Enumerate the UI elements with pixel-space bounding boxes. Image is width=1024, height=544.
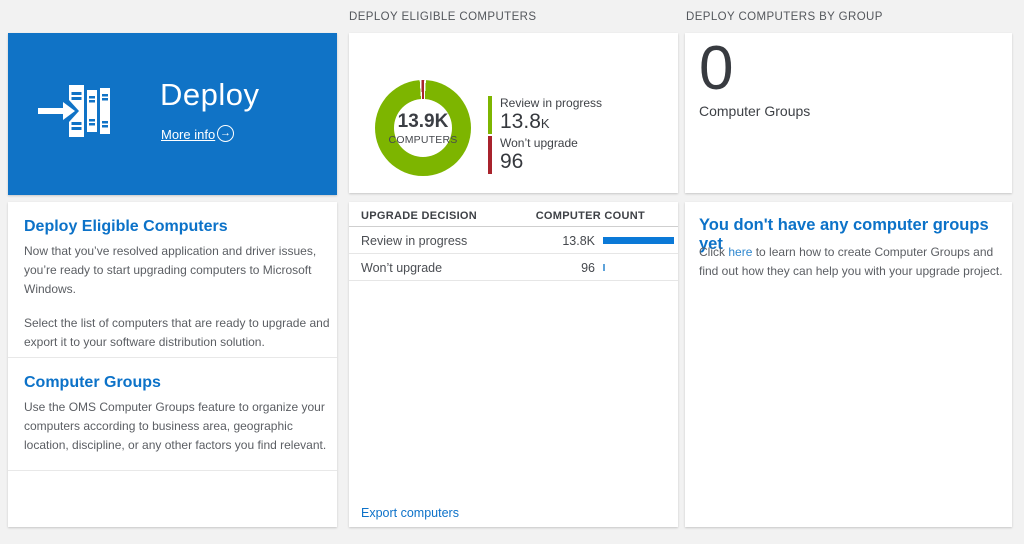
arrow-circle-icon[interactable]: → xyxy=(217,125,234,142)
donut-legend: Review in progress 13.8K Won’t upgrade 9… xyxy=(488,96,602,176)
legend-value: 13.8K xyxy=(500,110,550,133)
deploy-tile[interactable]: Deploy More info → xyxy=(8,33,337,195)
here-link[interactable]: here xyxy=(728,245,753,259)
deploy-icon xyxy=(38,85,110,137)
deploy-eligible-paragraph-2: Select the list of computers that are re… xyxy=(24,316,330,349)
tile-title: Deploy xyxy=(160,77,260,112)
legend-label: Won’t upgrade xyxy=(500,136,578,150)
legend-item-wont-upgrade: Won’t upgrade 96 xyxy=(488,136,602,174)
more-info-link[interactable]: More info xyxy=(161,127,216,142)
no-groups-heading: You don't have any computer groups yet xyxy=(699,216,989,253)
table-row-review-in-progress[interactable]: Review in progress 13.8K xyxy=(349,227,678,254)
computer-groups-paragraph: Use the OMS Computer Groups feature to o… xyxy=(24,400,327,452)
deploy-description-panel: Deploy Eligible Computers Now that you’v… xyxy=(8,202,337,527)
donut-chart[interactable] xyxy=(375,80,471,176)
computer-groups-count: 0 xyxy=(699,34,734,103)
computer-groups-count-card[interactable]: 0 Computer Groups xyxy=(685,33,1012,193)
section-header-deploy-eligible-computers: DEPLOY ELIGIBLE COMPUTERS xyxy=(349,11,537,23)
count-bar xyxy=(603,237,674,244)
column-header-upgrade-decision: UPGRADE DECISION xyxy=(361,210,478,222)
legend-label: Review in progress xyxy=(500,96,603,110)
upgrade-decision-table-card: UPGRADE DECISION COMPUTER COUNT Review i… xyxy=(349,202,678,527)
table-header-row: UPGRADE DECISION COMPUTER COUNT xyxy=(349,202,678,227)
computer-groups-info-card: You don't have any computer groups yet C… xyxy=(685,202,1012,527)
divider xyxy=(8,357,337,358)
table-row-wont-upgrade[interactable]: Won’t upgrade 96 xyxy=(349,254,678,281)
legend-swatch-green xyxy=(488,96,492,134)
deploy-eligible-computers-heading: Deploy Eligible Computers xyxy=(24,218,228,235)
legend-swatch-red xyxy=(488,136,492,174)
row-bar-track xyxy=(603,264,674,271)
row-count: 96 xyxy=(581,261,595,275)
row-count: 13.8K xyxy=(562,234,595,248)
export-computers-link[interactable]: Export computers xyxy=(361,506,459,520)
row-bar-track xyxy=(603,237,674,244)
row-decision: Won’t upgrade xyxy=(361,261,443,275)
computer-groups-count-label: Computer Groups xyxy=(699,103,811,119)
computer-groups-heading: Computer Groups xyxy=(24,374,161,391)
legend-value: 96 xyxy=(500,150,524,173)
no-groups-paragraph: Click here to learn how to create Comput… xyxy=(699,245,1003,278)
deploy-eligible-paragraph-1: Now that you’ve resolved application and… xyxy=(24,244,317,296)
column-header-computer-count: COMPUTER COUNT xyxy=(535,210,645,222)
count-bar xyxy=(603,264,606,271)
row-decision: Review in progress xyxy=(361,234,468,248)
section-header-deploy-computers-by-group: DEPLOY COMPUTERS BY GROUP xyxy=(686,11,883,23)
divider xyxy=(8,470,337,471)
legend-item-review-in-progress: Review in progress 13.8K xyxy=(488,96,602,134)
deploy-eligible-donut-card: 13.9K COMPUTERS Review in progress 13.8K… xyxy=(349,33,678,193)
